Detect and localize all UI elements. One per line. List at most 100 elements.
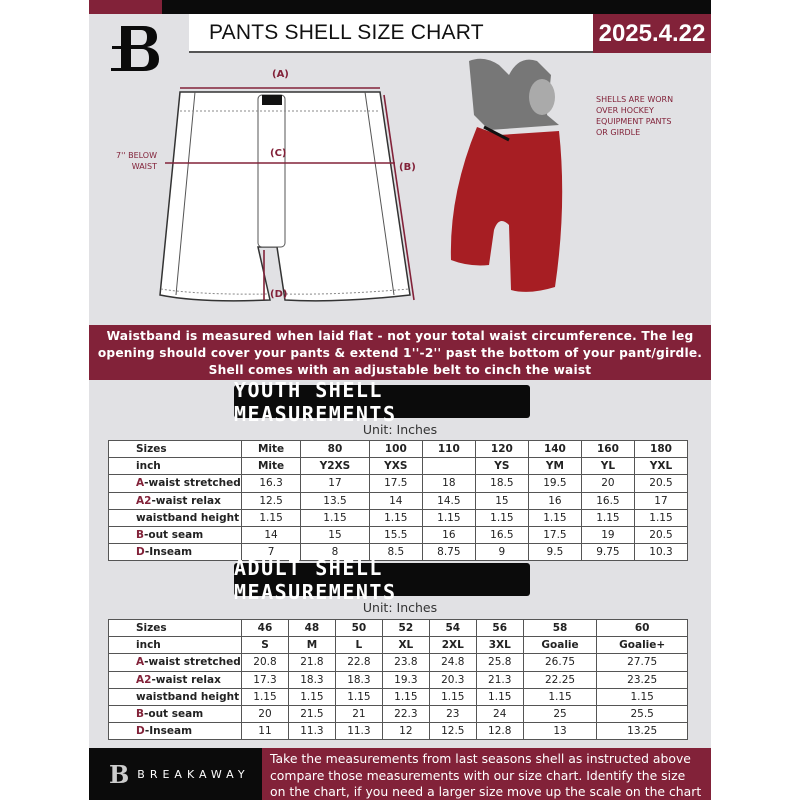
cell: 54 — [428, 618, 477, 638]
cell: 16 — [421, 525, 476, 545]
cell: 21.3 — [475, 670, 524, 689]
cell: 9.5 — [527, 543, 582, 562]
cell: 22.25 — [522, 670, 598, 689]
cell: 58 — [522, 618, 598, 638]
measure-letter: D — [136, 546, 145, 559]
cell: 14 — [240, 525, 302, 545]
measure-name: -out seam — [144, 708, 204, 721]
cell: 22.3 — [381, 704, 430, 724]
cell: 22.8 — [334, 653, 383, 672]
measure-name: waistband height — [136, 511, 240, 524]
adult-unit-label: Unit: Inches — [362, 600, 438, 615]
cell: 24.8 — [428, 653, 477, 672]
table-row-inch: inch S M L XL 2XL 3XL Goalie Goalie+ — [108, 636, 688, 655]
cell: 11 — [241, 722, 289, 741]
measure-letter: D — [136, 725, 145, 738]
footer-instructions: Take the measurements from last seasons … — [262, 748, 711, 800]
cell: 19.5 — [527, 474, 582, 493]
pants-diagram — [159, 58, 563, 302]
cell: 21.5 — [287, 704, 336, 724]
size-chart-page: PANTS SHELL SIZE CHART 2025.4.22 (A) (C)… — [89, 0, 711, 800]
cell: 1.15 — [580, 508, 635, 527]
pants-outline-drawing — [159, 91, 411, 302]
cell: 23 — [428, 704, 477, 724]
cell: 1.15 — [474, 508, 529, 527]
youth-section-title: YOUTH SHELL MEASUREMENTS — [234, 378, 530, 426]
cell: 140 — [527, 439, 582, 459]
row-label: A2-waist relax — [108, 670, 242, 689]
cell: 19.3 — [381, 670, 430, 689]
cell: XL — [381, 636, 430, 655]
cell: 18.3 — [287, 670, 336, 689]
cell: 110 — [421, 439, 476, 459]
cell: 1.15 — [368, 508, 423, 527]
cell: Mite — [240, 439, 302, 459]
cell — [421, 457, 476, 476]
cell: 1.15 — [300, 508, 370, 527]
cell: 13.25 — [596, 722, 688, 741]
cell: 16.3 — [240, 474, 302, 493]
cell: 16 — [527, 491, 582, 510]
cell: 8.75 — [421, 543, 476, 562]
table-row: waistband height 1.15 1.15 1.15 1.15 1.15 1.15… — [108, 687, 688, 706]
cell: 160 — [580, 439, 635, 459]
cell: 20.8 — [241, 653, 289, 672]
breakaway-logo-icon — [111, 26, 159, 71]
footer-line: on the chart, if you need a larger size … — [270, 784, 702, 799]
cell: 46 — [241, 618, 289, 638]
measure-name: -waist relax — [151, 673, 221, 686]
cell: 17.5 — [527, 525, 582, 545]
photo-note-line: OR GIRDLE — [596, 128, 641, 137]
cell: 15.5 — [368, 525, 423, 545]
cell: 12 — [381, 722, 430, 741]
cell: 8.5 — [368, 543, 423, 562]
photo-note-line: SHELLS ARE WORN — [596, 95, 674, 104]
row-label: B-out seam — [108, 525, 242, 545]
cell: 25 — [522, 704, 598, 724]
label-c: (C) — [270, 148, 287, 159]
measure-name: waistband height — [136, 690, 240, 703]
cell: 1.15 — [527, 508, 582, 527]
cell: 20 — [580, 474, 635, 493]
row-label: A-waist stretched — [108, 653, 242, 672]
cell: 26.75 — [522, 653, 598, 672]
cell: Mite — [240, 457, 302, 476]
row-label: A2-waist relax — [108, 491, 242, 510]
measure-letter: A2 — [136, 494, 152, 507]
measure-name: -waist relax — [151, 494, 221, 507]
label-a: (A) — [272, 69, 289, 80]
footer-line: Take the measurements from last seasons … — [270, 751, 691, 766]
cell: YL — [580, 457, 635, 476]
cell: YXL — [633, 457, 689, 476]
cell: 18.5 — [474, 474, 529, 493]
cell: Goalie — [522, 636, 598, 655]
measure-name: -Inseam — [144, 546, 193, 559]
cell: 12.5 — [428, 722, 477, 741]
top-accent-bar — [89, 0, 162, 14]
table-row: B-out seam 14 15 15.5 16 16.5 17.5 19 20.5 — [108, 525, 689, 545]
measure-name: -waist stretched — [144, 477, 241, 490]
table-row: A-waist stretched 20.8 21.8 22.8 23.8 24.8 25.… — [108, 653, 688, 672]
footer-brand: B BREAKAWAY — [89, 748, 262, 800]
cell: 1.15 — [334, 687, 383, 706]
cell: 11.3 — [287, 722, 336, 741]
cell: 15 — [474, 491, 529, 510]
cell: 100 — [368, 439, 423, 459]
cell: 14 — [368, 491, 423, 510]
cell: 9.75 — [580, 543, 635, 562]
cell: 3XL — [475, 636, 524, 655]
table-row: A2-waist relax 17.3 18.3 18.3 19.3 20.3 21.3 22… — [108, 670, 688, 689]
cell: 25.5 — [596, 704, 688, 724]
cell: 7 — [240, 543, 302, 562]
cell: 17 — [633, 491, 689, 510]
cell: 1.15 — [596, 687, 688, 706]
table-row: A-waist stretched 16.3 17 17.5 18 18.5 19.5 20 2… — [108, 474, 689, 493]
cell: YS — [474, 457, 529, 476]
measure-name: -out seam — [144, 529, 204, 542]
row-label: A-waist stretched — [108, 474, 242, 493]
cell: 12.8 — [475, 722, 524, 741]
row-label: D-Inseam — [108, 543, 242, 562]
cell: 14.5 — [421, 491, 476, 510]
cell: 52 — [381, 618, 430, 638]
row-label: waistband height — [108, 508, 242, 527]
